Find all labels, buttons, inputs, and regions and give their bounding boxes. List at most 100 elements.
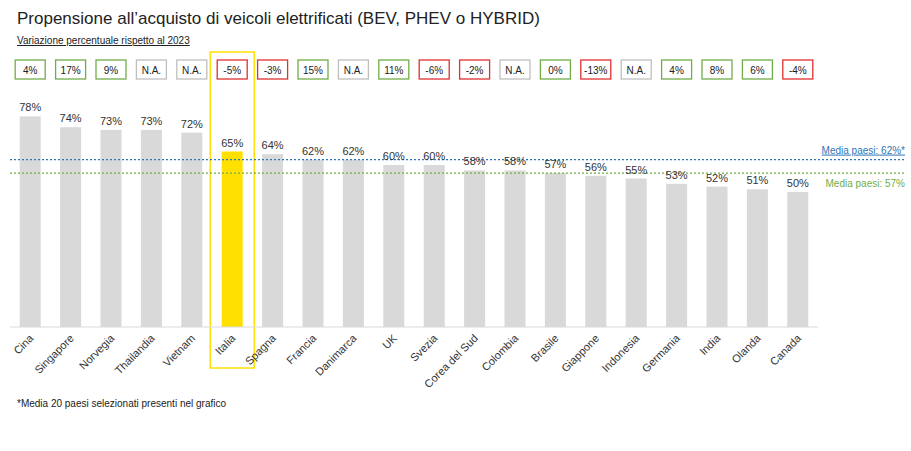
reference-label: Media paesi: 57% <box>826 178 906 189</box>
change-box <box>702 60 732 79</box>
change-box <box>177 60 207 79</box>
change-box <box>96 60 126 79</box>
bar <box>626 179 647 328</box>
category-label: Giappone <box>559 332 601 374</box>
bar <box>424 165 445 327</box>
change-label: 4% <box>669 65 684 76</box>
change-box <box>258 60 288 79</box>
bar <box>707 187 728 327</box>
change-box <box>338 60 368 79</box>
data-label: 60% <box>423 150 445 162</box>
category-label: Brasile <box>529 332 561 364</box>
data-label: 50% <box>787 177 809 189</box>
category-label: Norvegia <box>77 331 117 371</box>
data-label: 73% <box>140 115 162 127</box>
change-box <box>581 60 611 79</box>
change-label: N.A. <box>505 65 524 76</box>
reference-line <box>10 159 905 160</box>
footnote: *Media 20 paesi selezionati presenti nel… <box>17 398 226 409</box>
baseline <box>10 327 818 328</box>
change-label: 9% <box>104 65 119 76</box>
category-label: Svezia <box>408 331 440 363</box>
category-label: Francia <box>284 331 319 366</box>
change-box <box>298 60 328 79</box>
change-box <box>56 60 86 79</box>
chart: Propensione all’acquisto di veicoli elet… <box>0 0 911 451</box>
data-label: 58% <box>464 155 486 167</box>
category-label: Corea del Sud <box>422 332 480 390</box>
data-label: 55% <box>625 164 647 176</box>
category-label: Colombia <box>479 331 521 373</box>
change-box <box>662 60 692 79</box>
data-label: 60% <box>383 150 405 162</box>
data-label: 52% <box>706 172 728 184</box>
change-label: 15% <box>303 65 323 76</box>
data-label: 73% <box>100 115 122 127</box>
reference-line <box>10 173 905 174</box>
change-label: N.A. <box>182 65 201 76</box>
category-label: Canada <box>767 331 803 367</box>
data-label: 74% <box>60 112 82 124</box>
change-box <box>15 60 45 79</box>
change-label: -6% <box>425 65 443 76</box>
data-label: 65% <box>221 137 243 149</box>
data-label: 53% <box>666 169 688 181</box>
change-label: 0% <box>548 65 563 76</box>
category-label: Vietnam <box>160 332 197 369</box>
change-box <box>500 60 530 79</box>
bar <box>787 192 808 327</box>
change-box <box>217 60 247 79</box>
reference-label: Media paesi: 62%* <box>822 145 905 156</box>
bar <box>60 127 81 327</box>
change-box <box>136 60 166 79</box>
change-label: N.A. <box>344 65 363 76</box>
bars <box>20 116 809 327</box>
category-label: Italia <box>213 331 239 357</box>
bar <box>20 116 41 327</box>
category-label: Spagna <box>243 331 279 367</box>
bar <box>222 152 243 328</box>
change-label: -13% <box>584 65 607 76</box>
category-label: Olanda <box>729 331 763 365</box>
change-label: -4% <box>789 65 807 76</box>
change-box <box>742 60 772 79</box>
data-label: 58% <box>504 155 526 167</box>
change-label: -2% <box>466 65 484 76</box>
data-label: 56% <box>585 161 607 173</box>
highlight-frame <box>210 52 254 368</box>
change-label: N.A. <box>626 65 645 76</box>
change-box <box>460 60 490 79</box>
data-label: 62% <box>342 145 364 157</box>
category-label: Indonesia <box>599 331 642 374</box>
bar <box>505 170 526 327</box>
bar <box>303 160 324 327</box>
title: Propensione all’acquisto di veicoli elet… <box>17 9 540 28</box>
change-box <box>379 60 409 79</box>
data-label: 64% <box>262 139 284 151</box>
change-box <box>540 60 570 79</box>
change-label: 17% <box>61 65 81 76</box>
change-label: 8% <box>710 65 725 76</box>
bar <box>747 189 768 327</box>
data-label: 72% <box>181 118 203 130</box>
change-label: 11% <box>384 65 403 76</box>
category-label: Thailandia <box>112 331 157 376</box>
category-label: Singapore <box>32 332 76 376</box>
subtitle: Variazione percentuale rispetto al 2023 <box>17 35 190 46</box>
bar <box>181 133 202 327</box>
category-label: Danimarca <box>313 331 360 378</box>
bar <box>666 184 687 327</box>
category-label: UK <box>380 331 400 351</box>
change-label: N.A. <box>142 65 161 76</box>
data-label: 78% <box>19 101 41 113</box>
category-label: Cina <box>11 331 36 356</box>
bar <box>343 160 364 327</box>
change-box <box>419 60 449 79</box>
change-label: -5% <box>223 65 241 76</box>
data-label: 57% <box>544 158 566 170</box>
data-label: 62% <box>302 145 324 157</box>
bar <box>545 173 566 327</box>
bar <box>383 165 404 327</box>
bar <box>464 170 485 327</box>
category-label: India <box>697 331 723 357</box>
